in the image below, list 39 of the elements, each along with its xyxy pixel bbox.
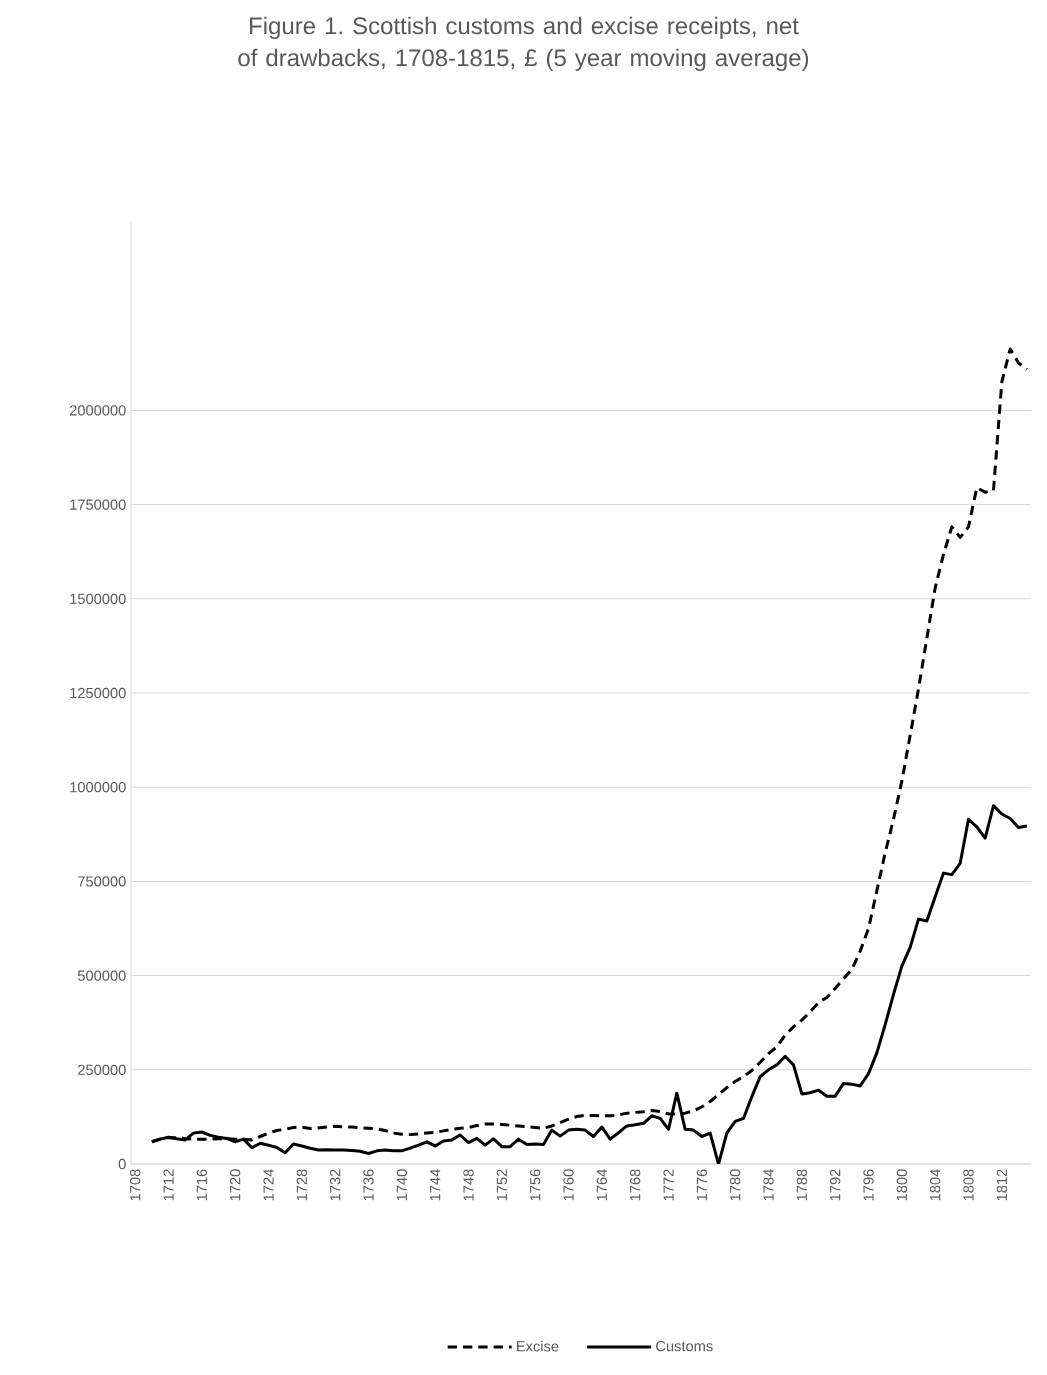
y-tick-label: 2000000 xyxy=(69,405,126,416)
x-tick-label: 1808 xyxy=(963,1169,974,1201)
chart-title: Figure 1. Scottish customs and excise receipts, net of drawbacks, 1708-1815, £ (5 year moving average) xyxy=(238,16,809,72)
y-tick-label: 250000 xyxy=(78,1064,126,1076)
x-tick-label: 1744 xyxy=(430,1169,441,1201)
x-tick-label: 1752 xyxy=(496,1169,508,1201)
x-tick-label: 1796 xyxy=(863,1169,874,1201)
y-tick-label: 1250000 xyxy=(70,687,126,699)
x-tick-label: 1720 xyxy=(229,1169,241,1201)
x-tick-label: 1788 xyxy=(796,1169,808,1201)
x-tick-label: 1772 xyxy=(663,1169,674,1201)
x-tick-label: 1784 xyxy=(763,1169,774,1201)
y-tick-label: 1000000 xyxy=(70,782,126,793)
y-tick-label: 1750000 xyxy=(70,499,126,510)
x-tick-label: 1708 xyxy=(129,1169,141,1201)
x-tick-label: 1792 xyxy=(829,1169,841,1201)
x-tick-label: 1748 xyxy=(463,1169,474,1201)
legend-label: Excise xyxy=(517,1340,559,1352)
y-tick-label: 500000 xyxy=(77,970,126,981)
x-tick-label: 1764 xyxy=(596,1169,608,1201)
y-tick-label: 1500000 xyxy=(70,593,126,605)
x-tick-label: 1812 xyxy=(996,1169,1008,1201)
x-tick-label: 1736 xyxy=(363,1169,374,1201)
x-tick-label: 1724 xyxy=(263,1169,274,1201)
legend-label: Customs xyxy=(656,1340,713,1352)
y-tick-label: 750000 xyxy=(78,876,126,887)
y-tick-label: 0 xyxy=(118,1158,126,1170)
x-tick-label: 1712 xyxy=(163,1169,174,1201)
x-tick-label: 1800 xyxy=(896,1169,908,1201)
x-tick-label: 1740 xyxy=(396,1169,408,1201)
x-tick-label: 1756 xyxy=(529,1169,541,1201)
x-tick-label: 1732 xyxy=(329,1169,341,1201)
x-tick-label: 1804 xyxy=(929,1169,941,1201)
x-tick-label: 1728 xyxy=(296,1169,308,1201)
x-tick-label: 1780 xyxy=(729,1169,741,1201)
x-tick-label: 1776 xyxy=(696,1169,708,1201)
x-tick-label: 1768 xyxy=(629,1169,641,1201)
x-tick-label: 1716 xyxy=(196,1169,208,1201)
x-tick-label: 1760 xyxy=(563,1169,574,1201)
